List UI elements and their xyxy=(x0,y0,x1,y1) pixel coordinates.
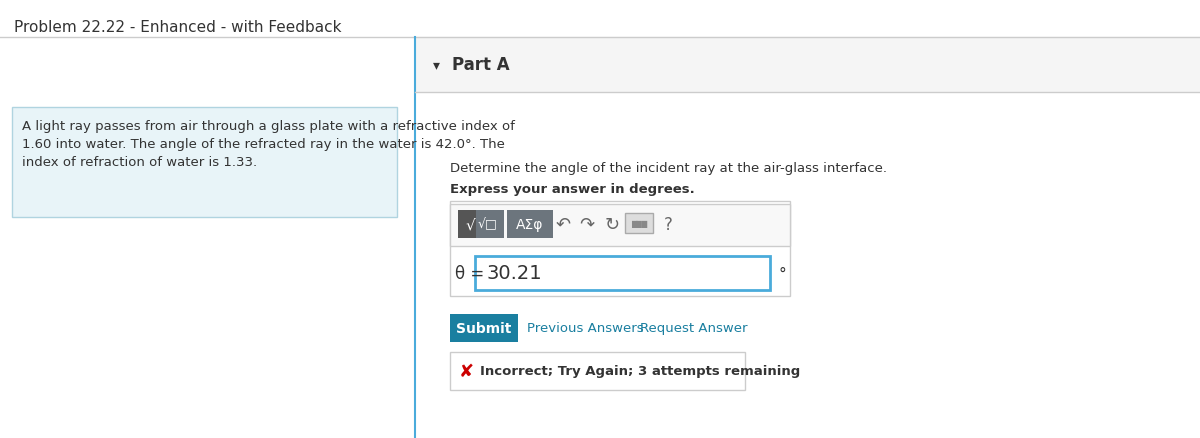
Text: A light ray passes from air through a glass plate with a refractive index of: A light ray passes from air through a gl… xyxy=(22,120,515,133)
FancyBboxPatch shape xyxy=(475,256,770,290)
FancyBboxPatch shape xyxy=(625,213,653,233)
Text: ✘: ✘ xyxy=(458,362,474,380)
Text: ↷: ↷ xyxy=(580,215,594,233)
Text: 1.60 into water. The angle of the refracted ray in the water is 42.0°. The: 1.60 into water. The angle of the refrac… xyxy=(22,138,505,151)
Text: Request Answer: Request Answer xyxy=(640,322,748,335)
Text: √: √ xyxy=(466,217,475,232)
Text: Determine the angle of the incident ray at the air-glass interface.: Determine the angle of the incident ray … xyxy=(450,162,887,175)
Text: °: ° xyxy=(778,266,786,281)
Text: √□: √□ xyxy=(478,218,497,231)
FancyBboxPatch shape xyxy=(458,211,504,238)
Text: index of refraction of water is 1.33.: index of refraction of water is 1.33. xyxy=(22,155,257,169)
Text: Problem 22.22 - Enhanced - with Feedback: Problem 22.22 - Enhanced - with Feedback xyxy=(14,20,342,35)
Text: ▾: ▾ xyxy=(433,58,440,72)
FancyBboxPatch shape xyxy=(450,352,745,390)
Text: ███: ███ xyxy=(631,220,647,227)
FancyBboxPatch shape xyxy=(415,38,1200,93)
Text: θ =: θ = xyxy=(455,265,485,283)
Text: Express your answer in degrees.: Express your answer in degrees. xyxy=(450,183,695,195)
FancyBboxPatch shape xyxy=(12,108,397,218)
Text: Part A: Part A xyxy=(452,56,510,74)
Text: Previous Answers: Previous Answers xyxy=(527,322,643,335)
Text: 30.21: 30.21 xyxy=(487,264,542,283)
FancyBboxPatch shape xyxy=(450,205,790,247)
FancyBboxPatch shape xyxy=(458,211,476,238)
FancyBboxPatch shape xyxy=(450,201,790,297)
FancyBboxPatch shape xyxy=(450,314,518,342)
Text: Submit: Submit xyxy=(456,321,511,335)
Text: ↻: ↻ xyxy=(605,215,619,233)
Text: ?: ? xyxy=(664,215,672,233)
Text: ↶: ↶ xyxy=(556,215,570,233)
FancyBboxPatch shape xyxy=(415,93,1200,438)
Text: AΣφ: AΣφ xyxy=(516,218,544,231)
FancyBboxPatch shape xyxy=(508,211,553,238)
Text: Incorrect; Try Again; 3 attempts remaining: Incorrect; Try Again; 3 attempts remaini… xyxy=(480,365,800,378)
